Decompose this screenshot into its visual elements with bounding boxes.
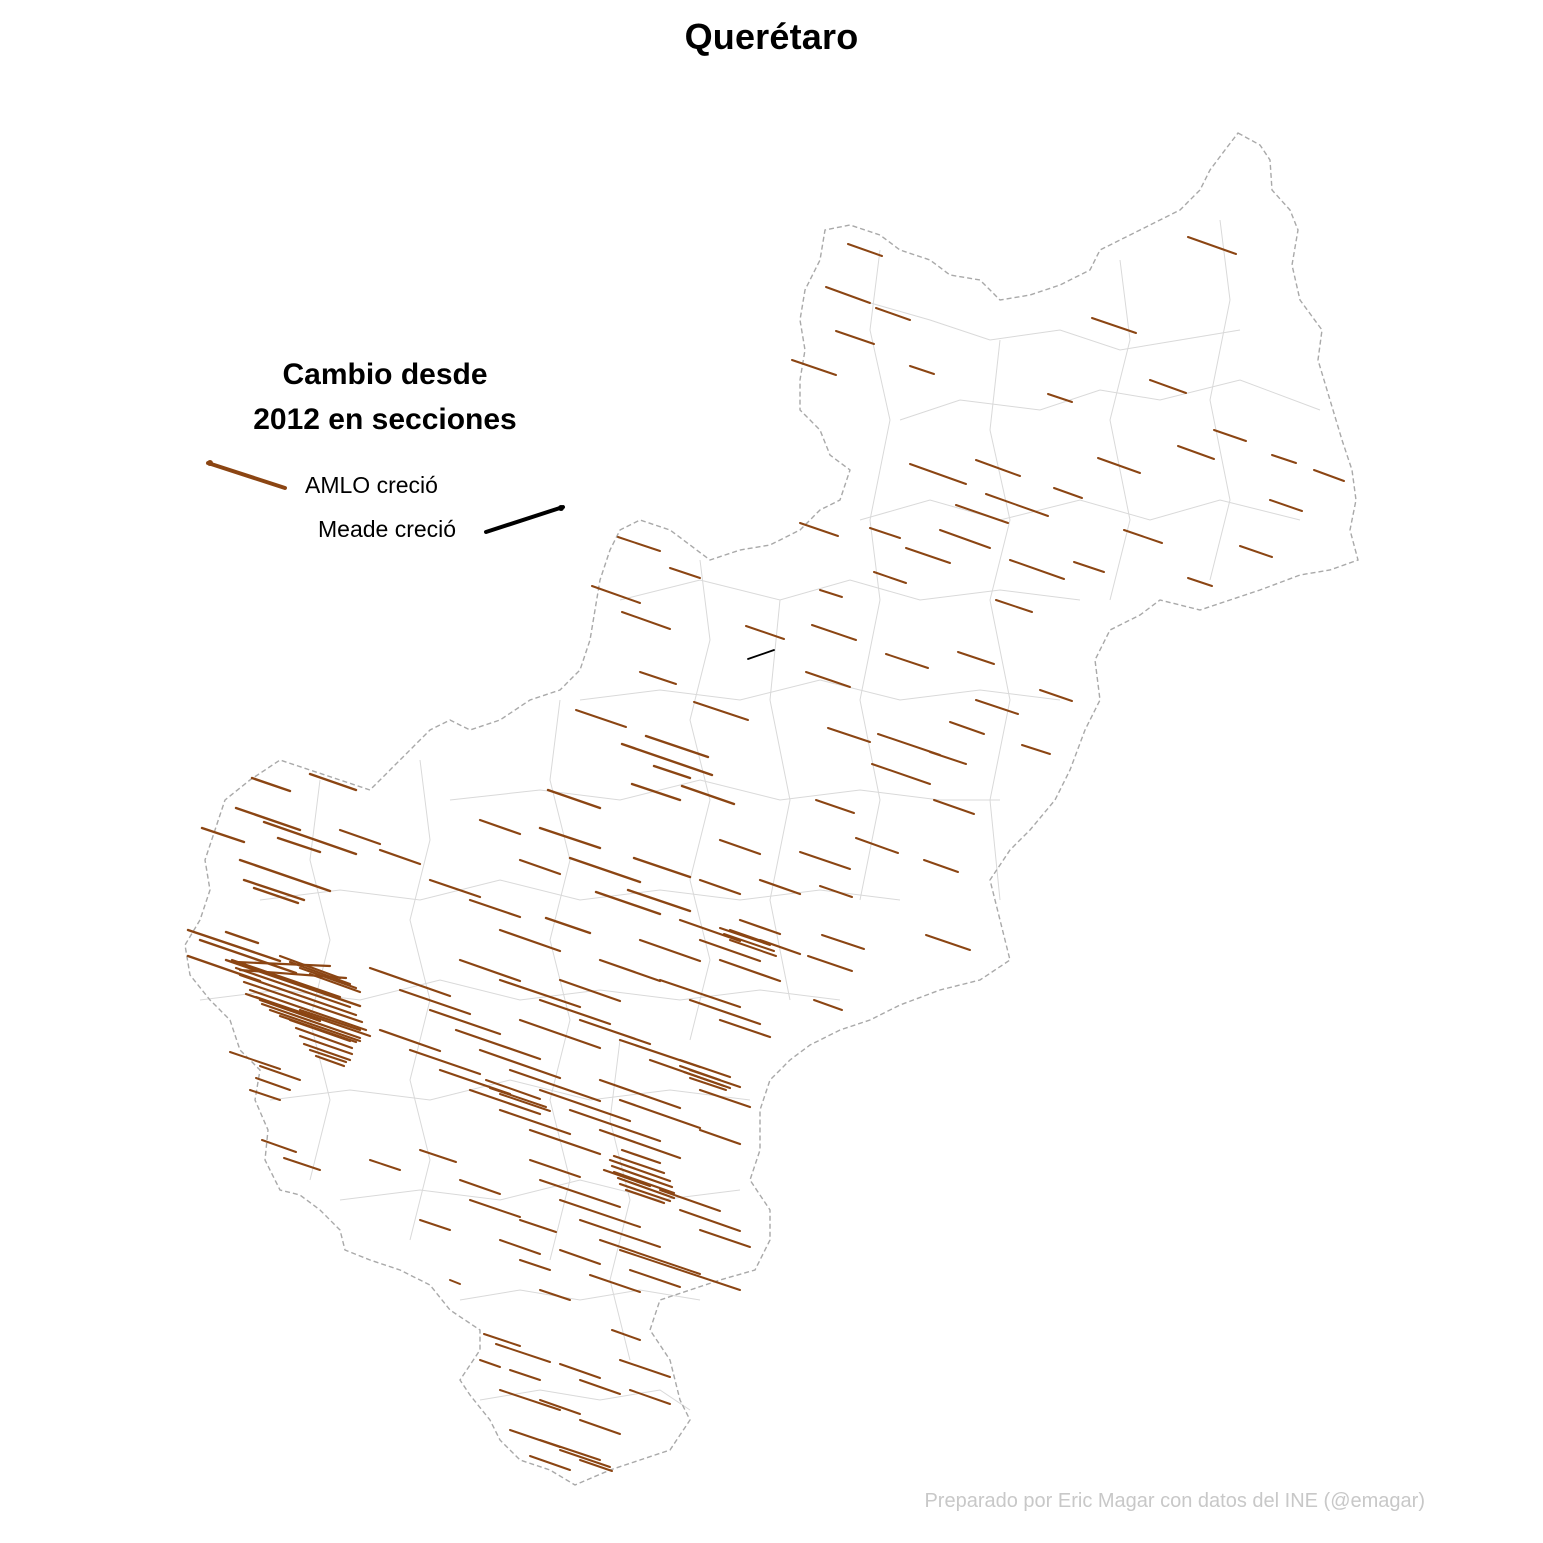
page-title: Querétaro — [684, 16, 859, 57]
amlo-arrows — [186, 236, 1345, 1472]
meade-arrow — [747, 649, 775, 660]
legend-title-line1: Cambio desde — [282, 358, 488, 391]
legend-amlo-label: AMLO creció — [305, 472, 438, 498]
legend-amlo-line — [206, 461, 287, 490]
legend-title-line2: 2012 en secciones — [253, 403, 517, 436]
legend-title: Cambio desde 2012 en secciones — [200, 352, 570, 442]
state-outline — [184, 132, 1359, 1486]
caption: Preparado por Eric Magar con datos del I… — [924, 1490, 1425, 1512]
legend-amlo-head — [207, 460, 213, 466]
amlo-cluster-center — [485, 927, 777, 1112]
legend-meade-head — [558, 505, 564, 511]
legend-meade-line — [484, 505, 565, 534]
amlo-cluster-west — [230, 954, 372, 1068]
amlo-cluster-south — [602, 1148, 676, 1205]
legend-meade-label: Meade creció — [318, 516, 457, 542]
